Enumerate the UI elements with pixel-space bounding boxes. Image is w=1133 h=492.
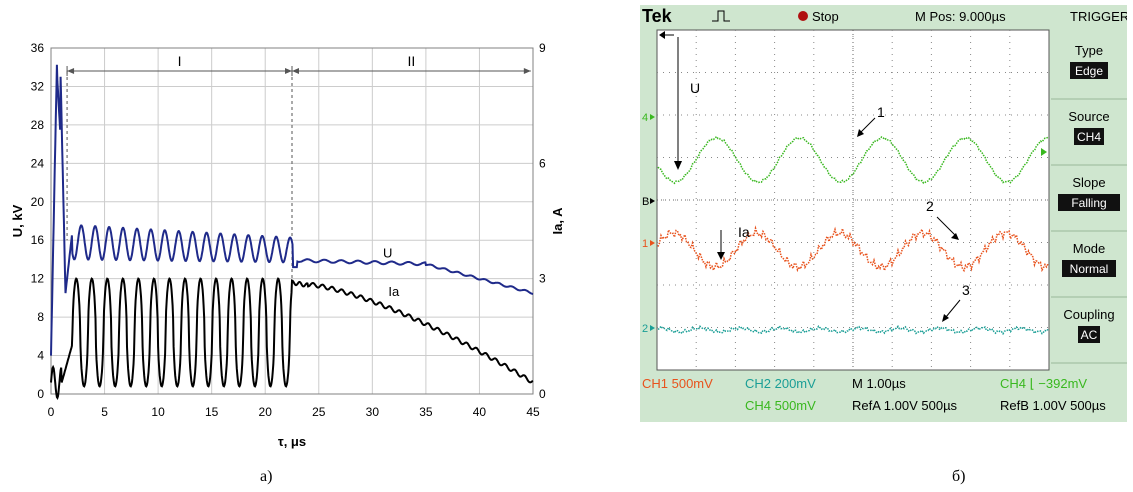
y-tick-label: 28 (31, 118, 45, 132)
arrow-ia-head (717, 252, 725, 260)
footer-ch1: CH1 500mV (642, 376, 713, 391)
stop-icon (798, 11, 808, 21)
menu-item-value: Normal (1070, 262, 1109, 276)
y-axis-label: U, kV (10, 204, 25, 237)
region-arrow-head (285, 68, 292, 74)
footer-ch4: CH4 500mV (745, 398, 816, 413)
y2-tick-label: 3 (539, 272, 546, 286)
y-tick-label: 8 (37, 310, 44, 324)
menu-item-value: CH4 (1077, 130, 1101, 144)
annotation-u: U (690, 80, 700, 96)
arrow-2-head (951, 233, 959, 240)
x-tick-label: 20 (259, 405, 273, 419)
annotation-ia: Ia (738, 224, 750, 240)
menu-item-label: Source (1068, 109, 1109, 124)
channel-marker: 1 (642, 238, 648, 250)
region-arrow-head (523, 68, 531, 74)
menu-item-value: Edge (1075, 64, 1103, 78)
menu-item-value-box (1070, 62, 1108, 79)
channel-marker-arrow (650, 240, 655, 246)
series-label-U: U (383, 246, 392, 261)
arrow-2-line (936, 216, 956, 236)
x-tick-label: 35 (419, 405, 433, 419)
x-tick-label: 30 (366, 405, 380, 419)
arrow-1-line (859, 117, 876, 134)
series-line-U (50, 64, 534, 356)
menu-item-label: Mode (1073, 241, 1106, 256)
voltage-current-chart: 0 5 10 15 20 25 30 35 40 45 0 4 8 12 16 20 24 28 32 36 0 3 6 9 τ… (0, 28, 570, 468)
channel-marker-arrow (650, 325, 655, 331)
waveform-ch2 (657, 324, 1049, 336)
status-text: Stop (812, 9, 839, 24)
x-tick-label: 10 (151, 405, 165, 419)
y2-axis-label: Ia, A (550, 207, 565, 235)
channel-marker-arrow (650, 198, 655, 204)
footer-ch4-trigger: CH4 ⌊ −392mV (1000, 376, 1087, 391)
arrow-3-line (945, 299, 961, 318)
channel-marker-arrow (650, 114, 655, 120)
y-tick-label: 20 (31, 195, 45, 209)
x-tick-label: 40 (473, 405, 487, 419)
channel-marker: 2 (642, 323, 648, 335)
y2-tick-label: 0 (539, 387, 546, 401)
caption-b: б) (952, 468, 966, 485)
caption-a: а) (260, 468, 273, 485)
menu-item-value: Falling (1071, 196, 1106, 210)
menu-title: TRIGGER (1070, 9, 1127, 24)
annotation-3: 3 (962, 282, 970, 298)
footer-m: M 1.00µs (852, 376, 906, 391)
x-axis-label: τ, μs (278, 434, 306, 449)
series-label-Ia: Ia (388, 284, 400, 299)
x-tick-label: 45 (526, 405, 540, 419)
y-tick-label: 32 (31, 79, 45, 93)
footer-ch2: CH2 200mV (745, 376, 816, 391)
y-tick-label: 24 (31, 156, 45, 170)
footer-refa: RefA 1.00V 500µs (852, 398, 958, 413)
y-tick-label: 16 (31, 233, 45, 247)
menu-item-value-box (1062, 260, 1116, 277)
region-arrow-head (67, 68, 75, 74)
y-tick-label: 0 (37, 387, 44, 401)
trigger-pulse-icon (712, 10, 730, 22)
scope-svg: Tek Stop M Pos: 9.000µs TRIGGER 4 B 1 2 U 1 Ia 2 3 Ty… (640, 5, 1129, 422)
y-tick-label: 36 (31, 41, 45, 55)
y-tick-label: 12 (31, 272, 45, 286)
y2-tick-label: 9 (539, 41, 546, 55)
x-tick-label: 0 (48, 405, 55, 419)
trigger-level-marker (1041, 148, 1047, 156)
y2-tick-label: 6 (539, 156, 546, 170)
annotation-1: 1 (877, 104, 885, 120)
x-tick-label: 5 (101, 405, 108, 419)
footer-refb: RefB 1.00V 500µs (1000, 398, 1106, 413)
arrow-u-head (674, 161, 682, 170)
plot-frame (50, 47, 534, 395)
waveform-ch1 (657, 225, 1049, 274)
oscilloscope-screen: Tek Stop M Pos: 9.000µs TRIGGER 4 B 1 2 U 1 Ia 2 3 Ty… (640, 5, 1129, 422)
menu-item-value-box (1074, 128, 1104, 145)
arrow-3-head (942, 314, 949, 322)
y-tick-label: 4 (37, 349, 44, 363)
menu-item-label: Slope (1072, 175, 1105, 190)
region-label: II (408, 53, 416, 69)
x-tick-label: 25 (312, 405, 326, 419)
menu-item-value: AC (1081, 328, 1098, 342)
region-label: I (178, 53, 182, 69)
menu-item-label: Coupling (1063, 307, 1114, 322)
region-arrow-head (292, 68, 299, 74)
arrow-1-head (857, 129, 864, 137)
menu-item-value-box (1058, 194, 1120, 211)
menu-item-label: Type (1075, 43, 1103, 58)
chart-a-svg: 0 5 10 15 20 25 30 35 40 45048121620242832360369τ… (10, 41, 565, 449)
channel-marker: B (642, 196, 649, 208)
menu-item-value-box (1078, 326, 1100, 343)
series-line-Ia (50, 277, 534, 400)
x-tick-label: 15 (205, 405, 219, 419)
annotation-2: 2 (926, 198, 934, 214)
channel-marker: 4 (642, 112, 648, 124)
tek-logo: Tek (642, 6, 673, 26)
mpos-text: M Pos: 9.000µs (915, 9, 1006, 24)
